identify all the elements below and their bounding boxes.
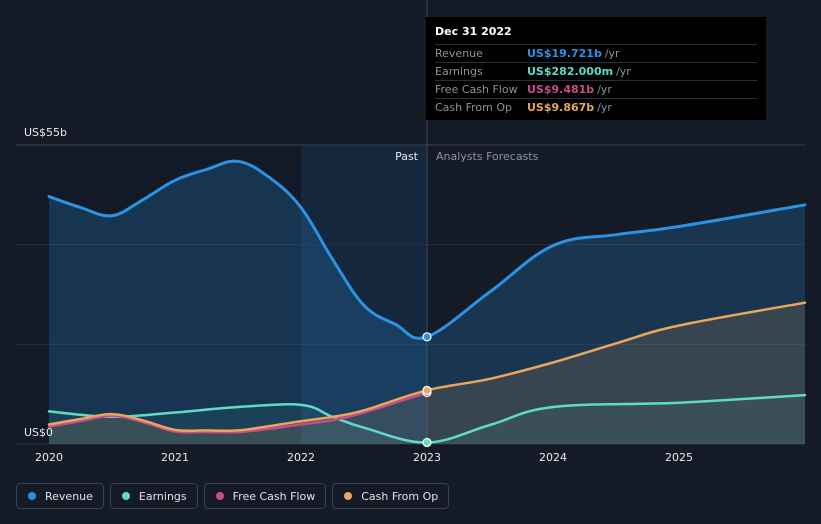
tooltip-row-cash-from-op: Cash From Op US$9.867b /yr bbox=[435, 98, 757, 116]
legend-item-cash-from-op[interactable]: Cash From Op bbox=[332, 483, 450, 509]
y-axis-top-label: US$55b bbox=[24, 126, 67, 139]
legend: Revenue Earnings Free Cash Flow Cash Fro… bbox=[16, 483, 450, 509]
tooltip-row-revenue: Revenue US$19.721b /yr bbox=[435, 44, 757, 62]
x-tick-label: 2025 bbox=[665, 451, 693, 464]
cash-from-op-point bbox=[422, 385, 432, 395]
legend-label: Revenue bbox=[45, 489, 93, 503]
legend-item-free-cash-flow[interactable]: Free Cash Flow bbox=[203, 483, 327, 509]
x-tick-label: 2024 bbox=[539, 451, 567, 464]
past-label: Past bbox=[395, 150, 419, 163]
tooltip-value: US$9.867b bbox=[527, 101, 595, 114]
tooltip-label: Revenue bbox=[435, 47, 483, 60]
x-tick-label: 2023 bbox=[413, 451, 441, 464]
tooltip-value: US$19.721b bbox=[527, 47, 602, 60]
tooltip-unit: /yr bbox=[597, 83, 612, 96]
cash-from-op-area bbox=[49, 302, 805, 444]
tooltip-row-earnings: Earnings US$282.000m /yr bbox=[435, 62, 757, 80]
legend-item-earnings[interactable]: Earnings bbox=[109, 483, 198, 509]
tooltip-unit: /yr bbox=[597, 101, 612, 114]
tooltip-label: Cash From Op bbox=[435, 101, 513, 114]
legend-label: Earnings bbox=[138, 489, 187, 503]
free-cash-flow-dot-icon bbox=[215, 492, 224, 500]
tooltip-value: US$9.481b bbox=[527, 83, 595, 96]
tooltip-date: Dec 31 2022 bbox=[435, 25, 512, 38]
revenue-area bbox=[49, 161, 805, 445]
highlight-band bbox=[301, 145, 427, 444]
series-lines bbox=[47, 159, 807, 444]
cash-from-op-line bbox=[47, 301, 807, 433]
axis-labels: US$55b US$0 2020 2021 2022 2023 2024 2025 Past An… bbox=[24, 126, 693, 464]
legend-label: Free Cash Flow bbox=[232, 489, 316, 503]
tooltip-label: Free Cash Flow bbox=[435, 83, 518, 96]
y-axis-bottom-label: US$0 bbox=[24, 426, 53, 439]
tooltip-unit: /yr bbox=[604, 47, 620, 60]
revenue-line bbox=[47, 159, 807, 340]
revenue-point bbox=[422, 332, 432, 342]
x-tick-label: 2022 bbox=[287, 451, 315, 464]
tooltip-unit: /yr bbox=[616, 65, 631, 78]
forecast-label: Analysts Forecasts bbox=[436, 150, 539, 163]
revenue-dot-icon bbox=[28, 492, 36, 500]
earnings-dot-icon bbox=[121, 492, 130, 500]
tooltip-label: Earnings bbox=[435, 65, 483, 78]
tooltip-value: US$282.000m bbox=[527, 65, 614, 78]
earnings-point bbox=[422, 437, 432, 448]
tooltip: Dec 31 2022 Revenue US$19.721b /yr Earni… bbox=[426, 17, 766, 120]
plot-background bbox=[16, 145, 427, 444]
earnings-line bbox=[47, 393, 807, 444]
legend-label: Cash From Op bbox=[361, 489, 439, 503]
x-tick-label: 2020 bbox=[35, 451, 63, 464]
cash-from-op-dot-icon bbox=[344, 492, 353, 500]
x-tick-label: 2021 bbox=[161, 451, 189, 464]
legend-item-revenue[interactable]: Revenue bbox=[16, 483, 104, 509]
free-cash-flow-line bbox=[47, 391, 429, 434]
tooltip-row-free-cash-flow: Free Cash Flow US$9.481b /yr bbox=[435, 80, 757, 98]
hover-markers bbox=[422, 332, 432, 448]
